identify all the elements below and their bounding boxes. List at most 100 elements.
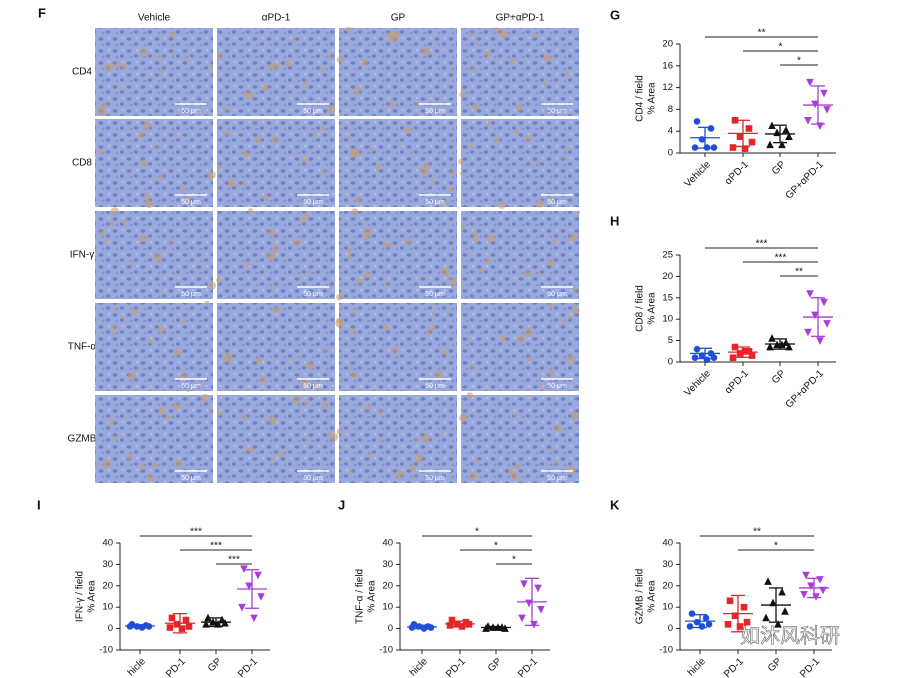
stain-spot	[441, 267, 451, 276]
data-point	[250, 614, 258, 623]
stain-spot	[224, 107, 229, 112]
micrograph	[95, 119, 213, 207]
stain-spot	[468, 471, 478, 481]
stain-spot	[126, 453, 133, 461]
y-tick-label: 0	[108, 623, 113, 634]
micrograph	[461, 395, 579, 483]
x-tick-label: PD-1	[444, 656, 468, 678]
data-point	[710, 354, 718, 362]
x-tick-label: hicle	[126, 656, 149, 678]
y-tick-label: 8	[668, 104, 673, 115]
stain-spot	[292, 396, 301, 405]
data-point	[800, 591, 808, 599]
data-point	[766, 342, 774, 351]
error-bar	[685, 614, 715, 629]
scale-bar-label: 50 μm	[181, 475, 201, 482]
error-bar	[407, 624, 437, 630]
stain-spot	[538, 271, 542, 275]
stain-spot	[511, 473, 519, 481]
stain-spot	[335, 318, 344, 328]
significance-label: *	[779, 42, 783, 53]
stain-spot	[525, 328, 534, 338]
stain-spot	[268, 229, 276, 237]
stain-spot	[554, 424, 563, 433]
column-label: GP	[391, 13, 406, 24]
stain-spot	[224, 130, 230, 137]
x-tick-label: GP+αPD-1	[784, 368, 827, 411]
micrograph	[339, 211, 457, 299]
significance-label: **	[753, 527, 761, 538]
panel-letter: F	[38, 5, 46, 20]
stain-spot	[312, 132, 318, 138]
stain-spot	[165, 414, 172, 421]
y-tick-label: 10	[662, 602, 673, 613]
stain-spot	[96, 106, 106, 116]
y-tick-label: 30	[382, 559, 393, 570]
stain-spot	[209, 175, 214, 179]
stain-spot	[104, 62, 114, 72]
data-point	[446, 622, 454, 629]
stain-spot	[159, 68, 164, 73]
micrograph	[461, 119, 579, 207]
stain-spot	[302, 81, 309, 88]
data-point	[254, 571, 262, 580]
stain-spot	[369, 147, 375, 153]
data-point	[686, 623, 694, 630]
stain-spot	[206, 162, 210, 166]
stain-spot	[567, 465, 576, 475]
data-point	[745, 348, 753, 355]
scale-bar-label: 50 μm	[425, 475, 445, 482]
stain-spot	[255, 357, 263, 365]
scale-bar-label: 50 μm	[425, 291, 445, 298]
stain-spot	[563, 147, 569, 152]
row-label: CD4	[72, 67, 92, 78]
data-point	[691, 144, 699, 151]
stain-spot	[347, 254, 352, 259]
stain-spot	[474, 458, 481, 464]
data-point	[518, 614, 526, 623]
micrograph	[95, 303, 213, 391]
y-tick-label: 20	[662, 39, 673, 50]
stain-spot	[167, 241, 172, 247]
stain-spot	[137, 131, 145, 139]
stain-spot	[284, 59, 292, 68]
stain-spot	[301, 155, 308, 163]
stain-spot	[395, 470, 404, 480]
y-tick-label: 20	[382, 580, 393, 591]
stain-spot	[467, 338, 471, 342]
data-point	[785, 342, 793, 351]
stain-spot	[243, 151, 250, 158]
data-point	[178, 625, 186, 632]
scale-bar-label: 50 μm	[547, 291, 567, 298]
data-point	[748, 352, 756, 359]
y-tick-label: 40	[102, 538, 113, 549]
stain-spot	[365, 405, 372, 412]
stain-spot	[413, 475, 417, 480]
micrograph	[217, 395, 335, 483]
y-tick-label: 10	[662, 314, 673, 325]
scale-bar-label: 50 μm	[181, 291, 201, 298]
stain-spot	[303, 214, 310, 220]
micrograph	[217, 303, 335, 391]
stain-spot	[420, 166, 429, 176]
stain-spot	[174, 353, 178, 357]
stain-spot	[247, 208, 254, 214]
stain-spot	[205, 261, 209, 266]
data-point	[238, 603, 246, 612]
stain-spot	[514, 463, 521, 471]
stain-spot	[272, 417, 277, 422]
scale-bar-label: 50 μm	[303, 475, 323, 482]
stain-spot	[186, 388, 190, 393]
data-point	[823, 320, 831, 328]
stain-spot	[113, 307, 118, 312]
error-bar	[728, 119, 758, 148]
stain-spot	[348, 469, 354, 475]
panel-letter: I	[37, 497, 41, 512]
stain-spot	[109, 221, 115, 227]
stain-spot	[348, 365, 353, 370]
data-point	[534, 584, 542, 593]
stain-spot	[242, 181, 247, 187]
stain-spot	[543, 53, 553, 63]
stain-spot	[441, 199, 447, 206]
stain-spot	[336, 428, 344, 435]
